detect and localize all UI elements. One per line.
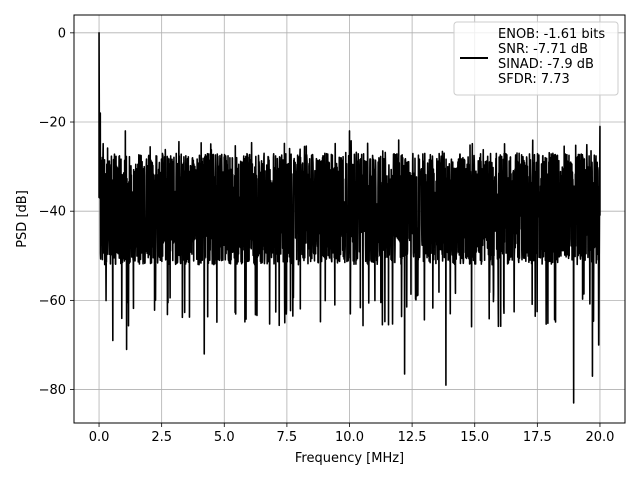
plot-frame	[73, 14, 626, 424]
legend-box	[453, 21, 619, 96]
y-tick-label: −60	[39, 294, 66, 309]
x-tick-label: 5.0	[214, 430, 235, 445]
legend-line-0: ENOB: -1.61 bits	[498, 27, 605, 42]
x-tick-label: 0.0	[89, 430, 110, 445]
y-tick-label: −20	[39, 116, 66, 131]
x-tick-label: 15.0	[460, 430, 489, 445]
x-tick-label: 7.5	[277, 430, 298, 445]
x-tick-label: 17.5	[523, 430, 552, 445]
x-tick-label: 12.5	[398, 430, 427, 445]
legend-line-2: SINAD: -7.9 dB	[498, 57, 594, 72]
y-tick-label: −40	[39, 205, 66, 220]
psd-series-line	[98, 32, 601, 404]
axis-ticks: 0.0 2.5 5.0 7.5 10.0 12.5 15.0 17.5 20.0 0 −20 −40 −…	[39, 26, 615, 445]
legend-entry-label: ENOB: -1.61 bits SNR: -7.71 dB SINAD: -7.9…	[498, 27, 605, 87]
x-tick-label: 10.0	[335, 430, 364, 445]
legend-line-1: SNR: -7.71 dB	[498, 42, 588, 57]
x-tick-label: 20.0	[585, 430, 614, 445]
legend-line-3: SFDR: 7.73	[498, 72, 570, 87]
x-tick-label: 2.5	[151, 430, 172, 445]
x-axis-label: Frequency [MHz]	[295, 451, 404, 466]
y-tick-label: 0	[58, 26, 66, 41]
legend: ENOB: -1.61 bits SNR: -7.71 dB SINAD: -7.9…	[453, 21, 619, 96]
y-axis-label: PSD [dB]	[15, 190, 30, 248]
y-tick-label: −80	[39, 383, 66, 398]
plot-area	[98, 32, 601, 404]
